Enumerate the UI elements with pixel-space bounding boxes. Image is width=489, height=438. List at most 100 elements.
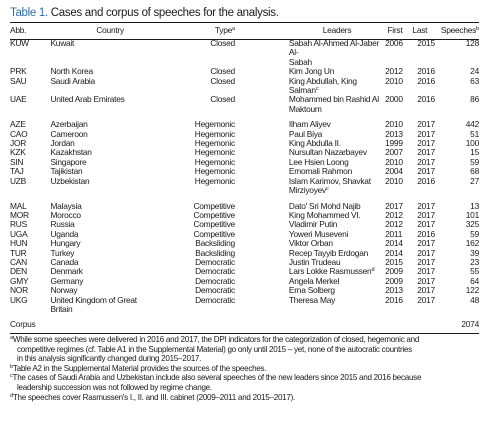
footnote-text: competitive regimes (cf. Table A1 in the… — [17, 344, 412, 354]
col-type: Typea — [175, 22, 235, 39]
cell-type: Hegemonic — [194, 119, 235, 130]
cell-leaders: Recep Tayyib Erdogan — [235, 248, 385, 258]
country-line: United Arab Emirates — [50, 94, 125, 105]
cell-speeches: 128 — [465, 38, 479, 48]
cell-country: Uganda — [45, 228, 174, 239]
cell-type: Backsliding — [195, 247, 235, 258]
cell-last: 2016 — [417, 228, 435, 239]
cell-leaders: Viktor Orban — [235, 238, 385, 248]
corpus-label: Corpus — [10, 319, 36, 330]
table-row: MAL Malaysia Competitive Dato' Sri Mohd Naj… — [10, 196, 479, 211]
leader-line: Emomali Rahmon — [288, 166, 352, 177]
table-row: SAU Saudi Arabia Closed King Abdullah, King… — [10, 75, 479, 96]
cell-leaders: Nursultan Nazarbayev — [235, 148, 385, 157]
cell-last: 2016 — [417, 75, 435, 86]
footnote-line: in this analysis significantly changed d… — [10, 354, 482, 364]
cell-speeches: 162 — [465, 238, 479, 249]
footnote-text: The speeches cover Rasmussen's I., II. a… — [12, 392, 295, 402]
table-row: TAJ Tajikistan Hegemonic Emomali Rahmon 2004… — [10, 166, 479, 177]
country-line: Uzbekistan — [50, 175, 90, 186]
table-row: NOR Norway Democratic Erna Solberg 2013 2017 1… — [10, 285, 479, 296]
cell-type: Hegemonic — [194, 175, 235, 186]
footnote-mark: c — [10, 373, 13, 380]
table-row: UAE United Arab Emirates Closed Mohammed bi… — [10, 95, 479, 114]
cell-country: Malaysia — [45, 196, 174, 211]
cell-last: 2017 — [417, 147, 435, 158]
cell-country: Uzbekistan — [45, 175, 174, 196]
cell-country: Hungary — [45, 238, 174, 248]
cell-type: Closed — [210, 66, 235, 77]
footnote-line: competitive regimes (cf. Table A1 in the… — [10, 345, 482, 355]
col-first: First — [387, 24, 403, 35]
footnote-line: dThe speeches cover Rasmussen's I., II. … — [10, 393, 482, 403]
cell-country: Turkey — [45, 247, 174, 258]
cell-last: 2017 — [417, 209, 435, 220]
cell-type: Competitive — [193, 200, 235, 211]
cell-abb: DEN — [10, 266, 27, 277]
cell-speeches: 101 — [465, 209, 479, 220]
cell-country: Cameroon — [45, 129, 174, 139]
cell-first: 2017 — [385, 200, 403, 211]
cell-speeches: 55 — [470, 266, 479, 277]
country-line: Uganda — [50, 228, 79, 239]
cell-leaders: Islam Karimov, Shavkat Mirziyoyevc — [235, 176, 385, 196]
cell-first: 2016 — [385, 294, 403, 305]
cell-leaders: Lee Hsien Loong — [235, 157, 385, 167]
table-row: HUN Hungary Backsliding Viktor Orban 2014 201… — [10, 238, 479, 249]
country-line: Azerbaijan — [50, 119, 88, 130]
cell-speeches: 442 — [465, 119, 479, 130]
table-row: UZB Uzbekistan Hegemonic Islam Karimov, Sha… — [10, 175, 479, 196]
leader-line: Dato' Sri Mohd Najib — [288, 200, 361, 211]
table-row: PRK North Korea Closed Kim Jong Un 2012 2016 2… — [10, 66, 479, 77]
cell-last: 2017 — [417, 266, 435, 277]
cell-first: 2009 — [385, 266, 403, 277]
cell-speeches: 13 — [470, 200, 479, 211]
cell-first: 1999 — [385, 138, 403, 149]
cell-country: Russia — [45, 220, 174, 229]
cell-first: 2000 — [385, 94, 403, 105]
col-abb: Abb. — [10, 24, 27, 35]
country-line: Turkey — [50, 247, 75, 258]
cell-type: Democratic — [195, 285, 235, 296]
cell-country: Germany — [45, 276, 174, 286]
cell-last: 2017 — [417, 247, 435, 258]
cell-abb: CAN — [10, 256, 27, 267]
leader-line: King Abdullah, King Salman — [288, 75, 357, 96]
cell-country: Jordan — [45, 138, 174, 148]
cell-abb: KUW — [10, 38, 29, 48]
cell-first: 2010 — [385, 156, 403, 167]
cell-first: 2007 — [385, 147, 403, 158]
leader-line: Sabah Al-Ahmed Al-Jaber Al- — [288, 38, 380, 58]
cell-abb: AZE — [10, 119, 26, 130]
leader-line: Sabah — [288, 56, 312, 67]
cell-abb: CAO — [10, 128, 28, 139]
cell-type: Backsliding — [195, 238, 235, 249]
leader-note-mark: d — [371, 267, 375, 274]
leader-line: Mohammed bin Rashid Al — [288, 94, 379, 105]
cell-type: Competitive — [193, 228, 235, 239]
cell-type: Democratic — [195, 294, 235, 305]
cell-speeches: 51 — [470, 128, 479, 139]
leader-note-mark: c — [325, 186, 329, 193]
table-row: CAN Canada Democratic Justin Trudeau 2015 201… — [10, 256, 479, 267]
cell-leaders: Angela Merkel — [235, 276, 385, 286]
cell-type: Hegemonic — [194, 147, 235, 158]
country-line: Norway — [50, 285, 78, 296]
cell-leaders: Kim Jong Un — [235, 67, 385, 76]
cell-speeches: 100 — [465, 138, 479, 149]
cell-country: Kazakhstan — [45, 148, 174, 157]
cell-abb: UAE — [10, 94, 27, 105]
cell-last: 2017 — [417, 294, 435, 305]
cell-leaders: King Abdullah, King Salmanc — [235, 75, 385, 96]
table-row: RUS Russia Competitive Vladimir Putin 2012 20… — [10, 219, 479, 230]
footnote-mark: b — [10, 363, 13, 370]
cell-speeches: 59 — [470, 228, 479, 239]
leader-line: King Abdulla II. — [288, 138, 341, 149]
table-row: DEN Denmark Democratic Lars Lokke Rasmussen… — [10, 266, 479, 277]
cell-abb: SAU — [10, 75, 27, 86]
table-caption: Table 1. Cases and corpus of speeches fo… — [10, 6, 279, 20]
cell-type: Closed — [210, 38, 235, 48]
col-last: Last — [412, 24, 428, 35]
leader-line: Vladimir Putin — [288, 219, 338, 230]
table-row: KZK Kazakhstan Hegemonic Nursultan Nazarbay… — [10, 147, 479, 158]
